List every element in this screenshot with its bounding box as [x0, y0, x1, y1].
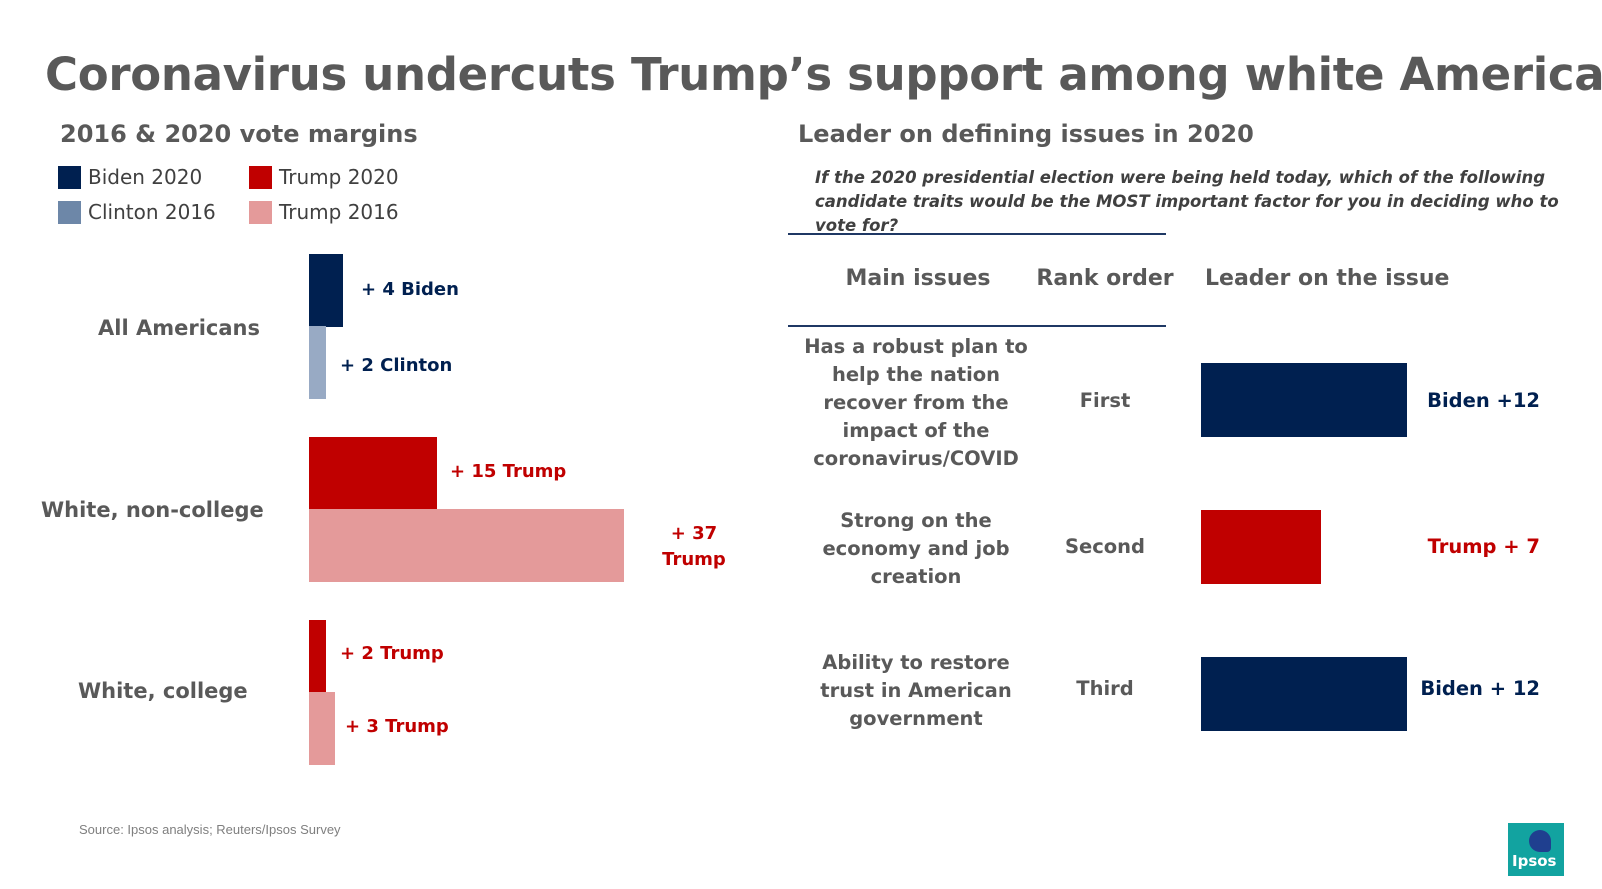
issue-text-row-3: Ability to restore trust in American gov…: [820, 651, 1012, 730]
group-label-all-americans: All Americans: [98, 316, 260, 340]
ipsos-logo: Ipsos: [1508, 823, 1564, 876]
data-label-all-americans-2020: + 4 Biden: [361, 279, 459, 300]
data-label-white-college-2016: + 3 Trump: [345, 716, 449, 737]
rank-text-row-1: First: [1079, 389, 1131, 412]
bar-all-americans-2016: [309, 326, 326, 399]
data-label-white-non-college-2020: + 15 Trump: [450, 461, 567, 482]
rank-text-row-3: Third: [1076, 677, 1134, 700]
legend-label: Clinton 2016: [88, 200, 216, 224]
legend-label: Trump 2020: [279, 165, 399, 189]
group-label-white-college: White, college: [78, 679, 248, 703]
ipsos-logo-text: Ipsos: [1512, 852, 1557, 870]
legend-swatch: [58, 200, 81, 224]
column-header-main-issues: Main issues: [845, 266, 991, 291]
legend-swatch: [249, 200, 272, 224]
data-label-white-non-college-2016: + 37 Trump: [662, 523, 726, 570]
leader-bar-row-1: [1201, 363, 1408, 437]
group-label-white-non-college: White, non-college: [41, 498, 264, 522]
column-header-leader: Leader on the issue: [1205, 266, 1450, 291]
survey-question: If the 2020 presidential election were b…: [815, 168, 1559, 235]
issue-text-row-1: Has a robust plan to help the nation rec…: [804, 335, 1028, 470]
legend-swatch: [58, 165, 81, 189]
legend-item-clinton-2016: Clinton 2016: [58, 199, 216, 225]
bar-all-americans-2020: [309, 254, 343, 327]
table-header-rule: [788, 325, 1166, 327]
leader-label-row-1: Biden +12: [1427, 389, 1540, 412]
legend-label: Trump 2016: [279, 200, 399, 224]
legend-swatch: [249, 165, 272, 189]
data-label-white-college-2020: + 2 Trump: [340, 643, 444, 664]
bar-white-college-2020: [309, 620, 326, 693]
ipsos-logo-mark-icon: [1529, 830, 1551, 852]
legend-item-biden-2020: Biden 2020: [58, 164, 202, 190]
leader-bar-row-3: [1201, 657, 1408, 731]
leader-label-row-3: Biden + 12: [1420, 677, 1540, 700]
issue-text-row-2: Strong on the economy and job creation: [822, 509, 1010, 588]
right-chart-subtitle: Leader on defining issues in 2020: [798, 120, 1254, 148]
leader-bar-row-2: [1201, 510, 1322, 584]
leader-label-row-2: Trump + 7: [1427, 535, 1540, 558]
legend-item-trump-2016: Trump 2016: [249, 199, 399, 225]
column-header-rank-order: Rank order: [1036, 266, 1174, 291]
legend-item-trump-2020: Trump 2020: [249, 164, 399, 190]
source-note: Source: Ipsos analysis; Reuters/Ipsos Su…: [79, 822, 341, 837]
legend-label: Biden 2020: [88, 165, 203, 189]
page-title: Coronavirus undercuts Trump’s support am…: [45, 48, 1602, 101]
table-top-rule: [788, 233, 1166, 235]
bar-white-college-2016: [309, 692, 335, 765]
bar-white-non-college-2016: [309, 509, 624, 582]
rank-text-row-2: Second: [1064, 535, 1146, 558]
data-label-all-americans-2016: + 2 Clinton: [340, 355, 453, 376]
bar-white-non-college-2020: [309, 437, 437, 510]
left-chart-subtitle: 2016 & 2020 vote margins: [60, 120, 418, 148]
